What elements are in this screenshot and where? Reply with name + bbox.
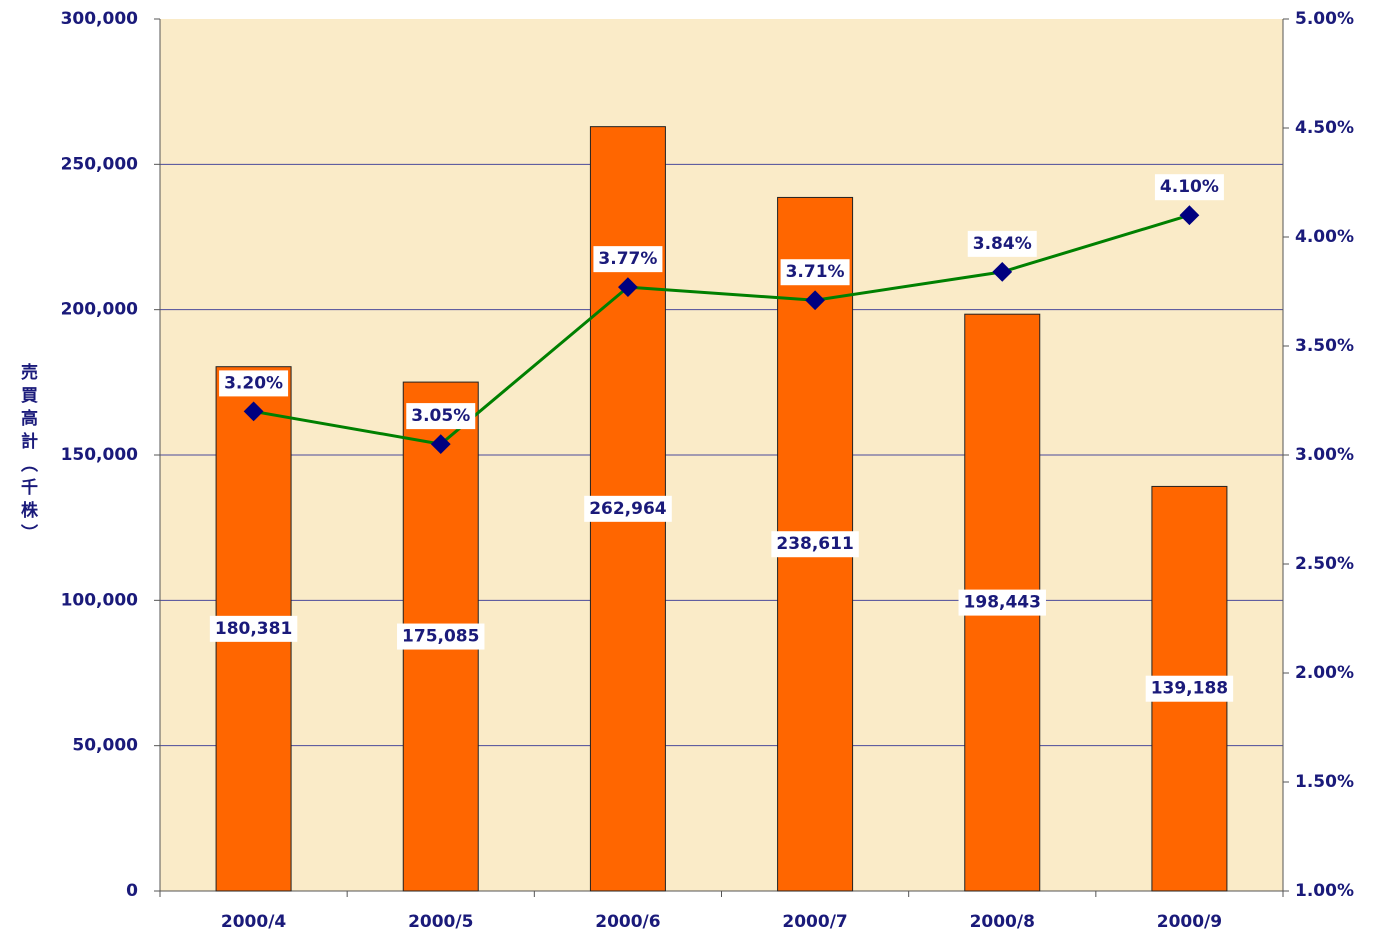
label-background <box>593 246 663 273</box>
x-tick-label: 2000/5 <box>408 912 473 932</box>
label-background <box>406 403 476 430</box>
data-label: 3.77% <box>598 249 657 269</box>
y-axis-label: 売買高計（千株） <box>17 362 38 547</box>
x-tick-label: 2000/9 <box>1157 912 1222 932</box>
marker <box>1179 205 1200 226</box>
label-background <box>967 230 1037 257</box>
data-label: 3.05% <box>411 406 470 426</box>
y2-tick-label: 4.00% <box>1295 227 1354 247</box>
marker <box>618 277 638 298</box>
data-label: 3.20% <box>224 373 283 393</box>
x-tick-label: 2000/7 <box>782 912 847 932</box>
y-tick-label: 0 <box>126 881 138 901</box>
data-label: 139,188 <box>1151 679 1228 699</box>
y2-tick-label: 4.50% <box>1295 118 1354 138</box>
y2-tick-label: 3.50% <box>1295 336 1354 356</box>
label-background <box>209 615 298 642</box>
y2-tick-label: 2.00% <box>1295 663 1354 683</box>
data-label: 3.71% <box>786 262 845 282</box>
label-background <box>780 259 850 286</box>
data-label: 262,964 <box>589 499 667 519</box>
label-background <box>1145 675 1234 702</box>
marker <box>243 401 264 422</box>
y-tick-label: 300,000 <box>61 9 139 29</box>
y2-tick-label: 1.50% <box>1295 772 1354 792</box>
y-tick-label: 150,000 <box>61 445 139 465</box>
label-background <box>397 623 485 650</box>
label-background <box>584 495 672 522</box>
y-tick-label: 50,000 <box>72 736 138 756</box>
marker <box>805 290 825 311</box>
marker <box>992 261 1013 282</box>
x-tick-label: 2000/6 <box>595 912 660 932</box>
label-background <box>958 589 1046 616</box>
data-label: 175,085 <box>402 627 479 647</box>
data-label: 4.10% <box>1160 177 1219 197</box>
y-tick-label: 250,000 <box>61 154 139 174</box>
y-tick-label: 200,000 <box>61 300 139 320</box>
data-label: 180,381 <box>215 619 292 639</box>
y2-tick-label: 1.00% <box>1295 881 1354 901</box>
x-tick-label: 2000/4 <box>221 912 287 932</box>
y2-tick-label: 3.00% <box>1295 445 1354 465</box>
line <box>253 213 1190 446</box>
y2-tick-label: 2.50% <box>1295 554 1354 574</box>
label-background <box>219 370 289 397</box>
data-label: 198,443 <box>964 593 1041 613</box>
data-label: 3.84% <box>973 234 1032 254</box>
data-label: 238,611 <box>776 534 853 554</box>
label-background <box>771 531 859 558</box>
y2-tick-label: 5.00% <box>1295 9 1354 29</box>
x-tick-label: 2000/8 <box>970 912 1035 932</box>
label-background <box>1154 174 1224 201</box>
y-tick-label: 100,000 <box>61 590 139 610</box>
marker <box>430 434 451 454</box>
